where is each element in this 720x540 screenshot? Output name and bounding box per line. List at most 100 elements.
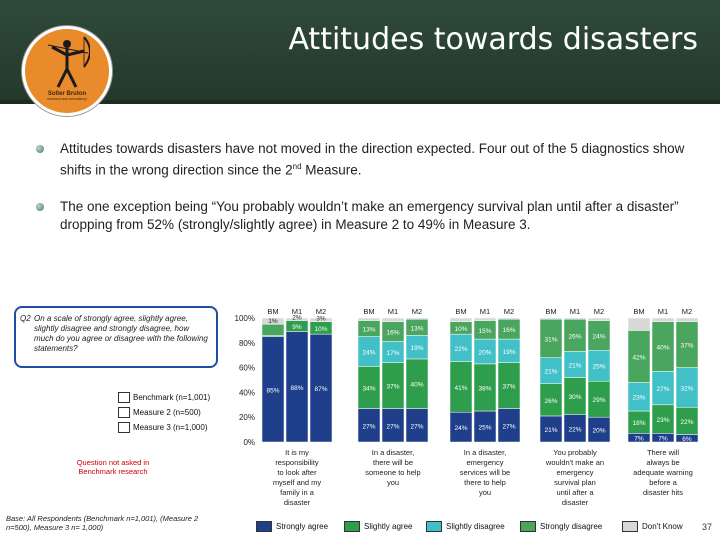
bar-category-label: M1 bbox=[480, 307, 490, 316]
bar-segment bbox=[357, 317, 381, 321]
question-box: Q2 On a scale of strongly agree, slightl… bbox=[14, 306, 218, 368]
data-label: 21% bbox=[568, 363, 581, 370]
data-label: 24% bbox=[592, 333, 605, 340]
bullet-text-2: The one exception being “You probably wo… bbox=[60, 198, 679, 232]
data-label: 37% bbox=[502, 384, 515, 391]
logo-name: Solter Bruton bbox=[47, 91, 87, 97]
bar-segment bbox=[497, 317, 521, 320]
legend-label: Slightly agree bbox=[364, 521, 413, 531]
slide-header bbox=[0, 0, 720, 100]
data-label: 17% bbox=[386, 350, 399, 357]
bar-segment bbox=[587, 317, 611, 321]
statement-label: In a disaster, bbox=[464, 448, 507, 457]
bullet-sup: nd bbox=[292, 162, 302, 171]
statement-label: emergency bbox=[556, 468, 593, 477]
data-label: 20% bbox=[478, 349, 491, 356]
data-label: 6% bbox=[682, 436, 692, 443]
data-label: 27% bbox=[362, 423, 375, 430]
bar-segment bbox=[563, 317, 587, 320]
data-label: 27% bbox=[386, 423, 399, 430]
legend-swatch bbox=[256, 520, 272, 532]
bar-segment bbox=[449, 317, 473, 322]
page-number: 37 bbox=[701, 522, 712, 532]
header-divider bbox=[0, 100, 720, 104]
data-label: 15% bbox=[478, 328, 491, 335]
legend-swatch bbox=[118, 392, 130, 403]
bar-category-label: BM bbox=[455, 307, 466, 316]
bar-category-label: M1 bbox=[658, 307, 668, 316]
data-label: 25% bbox=[478, 425, 491, 432]
data-label: 18% bbox=[632, 420, 645, 427]
data-label: 9% bbox=[292, 324, 302, 331]
legend-label: Strongly agree bbox=[276, 521, 329, 531]
data-label: 42% bbox=[632, 354, 645, 361]
bar-segment bbox=[405, 317, 429, 320]
bullet-text-1b: Measure. bbox=[301, 162, 362, 178]
legend-swatch bbox=[118, 407, 130, 418]
data-label: 37% bbox=[680, 343, 693, 350]
bar-segment bbox=[473, 317, 497, 321]
bar-segment bbox=[309, 317, 333, 322]
data-label: 26% bbox=[568, 333, 581, 340]
archer-icon bbox=[47, 36, 90, 88]
statement-label: You probably bbox=[553, 448, 597, 457]
data-label: 38% bbox=[478, 385, 491, 392]
statement-label: adequate warning bbox=[633, 468, 693, 477]
data-label: 10% bbox=[454, 326, 467, 333]
statement-label: myself and my bbox=[273, 478, 322, 487]
bar-segment bbox=[381, 317, 405, 322]
data-label: 32% bbox=[680, 385, 693, 392]
bar-segment bbox=[651, 317, 675, 322]
bullet-icon bbox=[36, 202, 44, 211]
bar-category-label: M2 bbox=[316, 307, 326, 316]
data-label: 10% bbox=[314, 326, 327, 333]
page-title: Attitudes towards disasters bbox=[288, 22, 698, 57]
statement-label: wouldn't make an bbox=[545, 458, 604, 467]
data-label: 1% bbox=[268, 318, 278, 325]
data-label: 20% bbox=[592, 428, 605, 435]
data-label: 40% bbox=[656, 345, 669, 352]
statement-label: until after a bbox=[556, 488, 594, 497]
statement-label: there will be bbox=[373, 458, 413, 467]
statement-label: there to help bbox=[464, 478, 506, 487]
data-label: 26% bbox=[544, 398, 557, 405]
data-label: 23% bbox=[632, 395, 645, 402]
y-tick-label: 100% bbox=[235, 314, 255, 323]
statement-label: There will bbox=[647, 448, 679, 457]
bar-segment bbox=[261, 317, 285, 325]
data-label: 23% bbox=[656, 417, 669, 424]
data-label: 29% bbox=[592, 397, 605, 404]
bullet-icon bbox=[36, 145, 44, 153]
question-text: On a scale of strongly agree, slightly a… bbox=[34, 314, 208, 353]
data-label: 7% bbox=[634, 436, 644, 443]
bar-category-label: BM bbox=[363, 307, 374, 316]
data-label: 88% bbox=[290, 385, 303, 392]
bullet-text-1a: Attitudes towards disasters have not mov… bbox=[60, 141, 685, 178]
data-label: 27% bbox=[410, 423, 423, 430]
legend-swatch bbox=[118, 422, 130, 433]
statement-label: you bbox=[387, 478, 399, 487]
legend-label: Benchmark (n=1,001) bbox=[133, 393, 211, 402]
legend-slightly-agree: Slightly agree bbox=[344, 520, 412, 532]
data-label: 22% bbox=[454, 346, 467, 353]
series-legend-measure3: Measure 3 (n=1,000) bbox=[118, 422, 208, 433]
data-label: 2% bbox=[292, 314, 302, 321]
statement-label: disaster bbox=[284, 498, 311, 507]
benchmark-note: Question not asked in Benchmark research bbox=[76, 458, 150, 476]
company-logo: Solter Bruton research and consultancy bbox=[22, 26, 112, 116]
bar-category-label: M2 bbox=[594, 307, 604, 316]
bar-category-label: M2 bbox=[504, 307, 514, 316]
data-label: 19% bbox=[410, 345, 423, 352]
data-label: 40% bbox=[410, 382, 423, 389]
data-label: 34% bbox=[362, 385, 375, 392]
legend-swatch bbox=[344, 520, 360, 532]
legend-strongly-disagree: Strongly disagree bbox=[520, 520, 602, 532]
bar-category-label: BM bbox=[633, 307, 644, 316]
bar-segment bbox=[261, 323, 285, 336]
data-label: 3% bbox=[316, 316, 326, 323]
statement-label: services will be bbox=[460, 468, 510, 477]
data-label: 21% bbox=[544, 369, 557, 376]
data-label: 16% bbox=[386, 330, 399, 337]
data-label: 87% bbox=[314, 386, 327, 393]
bar-category-label: M2 bbox=[682, 307, 692, 316]
